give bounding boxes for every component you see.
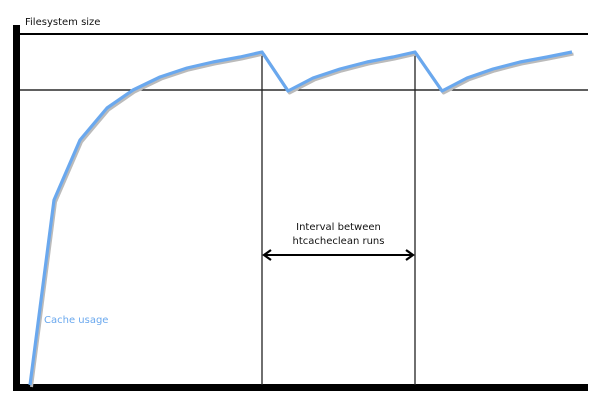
interval-label-line2: htcacheclean runs <box>292 236 385 247</box>
cache-usage-shadow <box>30 52 574 388</box>
y-axis-label: Filesystem size <box>25 17 101 28</box>
interval-label: Interval between htcacheclean runs <box>262 221 415 249</box>
cache-usage-label: Cache usage <box>44 315 109 326</box>
y-axis <box>13 25 20 391</box>
x-axis <box>13 384 588 391</box>
cache-usage-curve <box>28 50 573 386</box>
interval-label-line1: Interval between <box>296 222 381 233</box>
